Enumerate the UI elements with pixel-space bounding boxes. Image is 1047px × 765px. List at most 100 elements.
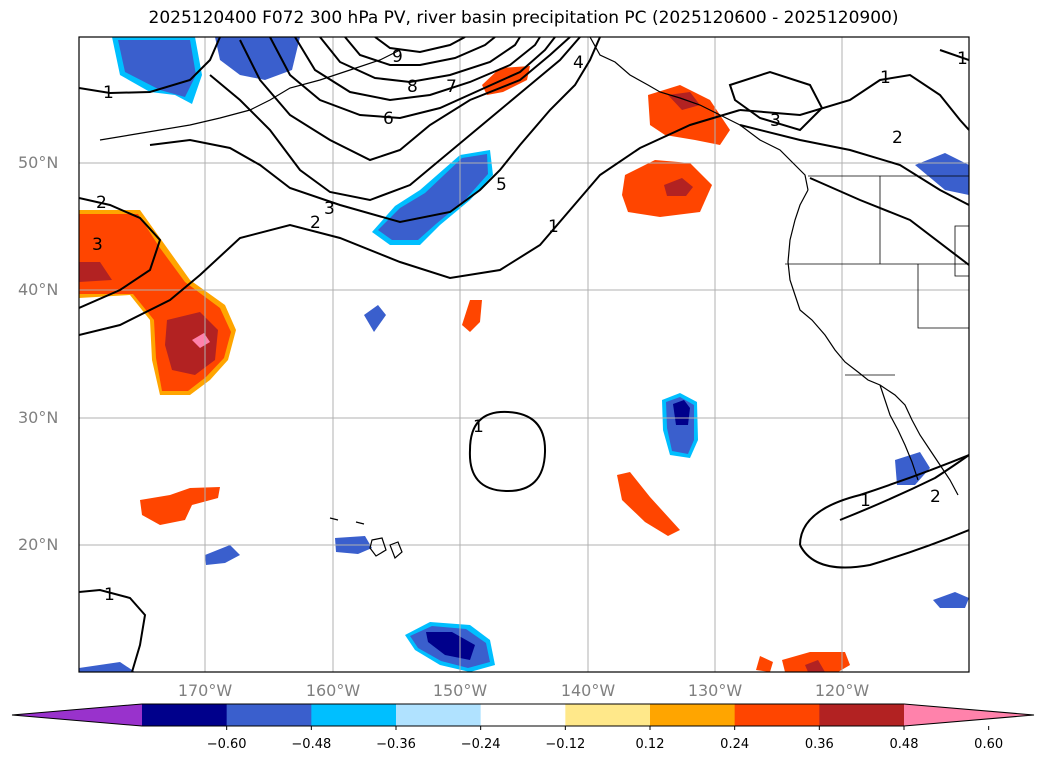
pos-patch-southwest (140, 487, 220, 525)
contour-label: 3 (770, 111, 781, 131)
contour-label: 1 (548, 217, 559, 237)
political-borders (785, 175, 969, 376)
state-border-5 (954, 225, 969, 277)
pv-contour-1-east (739, 73, 969, 131)
pv-contour-5 (269, 37, 556, 120)
colorbar-segments (11, 703, 1035, 730)
pv-contour-7 (319, 37, 521, 84)
colorbar-tick-label: 0.36 (804, 737, 834, 752)
pv-contour-2-southeast (839, 454, 969, 521)
coastlines (99, 37, 959, 560)
colorbar-tick-label: 0.24 (720, 737, 750, 752)
colorbar-segment (480, 704, 566, 726)
contour-label: 1 (103, 83, 114, 103)
contour-label: 2 (96, 193, 107, 213)
contour-label: 8 (407, 77, 418, 97)
neg-patch-central-dark (673, 400, 690, 425)
pv-contour-2-west (79, 197, 162, 309)
pv-contour-3-main (209, 37, 581, 202)
pos-patch-ne-pacific-dark (664, 178, 693, 196)
pv-contour-9 (374, 37, 466, 54)
colorbar-segment (396, 704, 482, 726)
lat-label: 30°N (18, 408, 59, 427)
lon-label: 150°W (432, 681, 488, 700)
neg-patch-gulf-core (118, 40, 196, 97)
contour-label: 6 (383, 109, 394, 129)
pv-contour-1-southwest (79, 588, 147, 672)
pos-patch-small (462, 300, 482, 332)
lon-label: 130°W (687, 681, 743, 700)
pv-contour-3-east (728, 70, 824, 132)
contour-label: 7 (446, 77, 457, 97)
colorbar-segment (311, 704, 397, 726)
colorbar-tick-label: 0.48 (889, 737, 919, 752)
contour-label: 1 (957, 49, 968, 69)
baja-peninsula (879, 384, 919, 481)
colorbar-tick-label: 0.60 (974, 737, 1004, 752)
pos-patch-south-east (756, 656, 773, 672)
bc-coast (787, 189, 959, 496)
neg-patch-se (933, 592, 969, 608)
pv-contour-1-circle (468, 410, 547, 493)
lon-label: 160°W (305, 681, 361, 700)
contour-label: 5 (496, 175, 507, 195)
neg-patch-bering (215, 37, 300, 80)
neg-patch-sw (205, 545, 240, 565)
colorbar-segment (650, 704, 736, 726)
neg-patch-south-dark (426, 632, 475, 660)
pv-contour-1-west (79, 109, 741, 336)
alaska-coast (589, 37, 809, 191)
map-plot: 1 1 1 1 1 1 1 2 2 2 2 3 3 3 4 5 6 7 8 9 (78, 36, 970, 673)
pv-contours (79, 37, 969, 672)
colorbar-segment (819, 704, 905, 726)
neg-patch-baja (895, 452, 930, 485)
positive-anomaly-patches (79, 66, 850, 672)
contour-label: 2 (310, 213, 321, 233)
lat-label: 40°N (18, 280, 59, 299)
colorbar-tick-label: 0.12 (635, 737, 665, 752)
contour-label: 3 (92, 235, 103, 255)
colorbar-tick-label: −0.24 (460, 737, 501, 752)
colorbar-segment (734, 704, 820, 726)
pv-contour-1-ne (939, 49, 969, 61)
map-frame (78, 36, 970, 673)
contour-label: 4 (573, 53, 584, 73)
contour-label: 1 (860, 491, 871, 511)
contour-label: 3 (324, 199, 335, 219)
pos-patch-west-edge-dark (79, 262, 112, 282)
contour-value-labels: 1 1 1 1 1 1 1 2 2 2 2 3 3 3 4 5 6 7 8 9 (92, 47, 968, 605)
pv-contour-6 (294, 37, 541, 102)
colorbar-outline (11, 703, 1035, 727)
colorbar-segment (226, 704, 312, 726)
lon-label: 120°W (814, 681, 870, 700)
pv-contour-8 (344, 37, 496, 66)
map-title: 2025120400 F072 300 hPa PV, river basin … (148, 8, 899, 28)
contour-label: 2 (930, 487, 941, 507)
colorbar-tick-label: −0.36 (376, 737, 416, 752)
colorbar-segment (142, 704, 228, 726)
colorbar-tick-label: −0.60 (206, 737, 247, 752)
contour-label: 1 (473, 417, 484, 437)
colorbar-extend-high (904, 704, 1034, 726)
pv-contour-1-north (79, 37, 221, 95)
state-border-3 (917, 264, 969, 329)
pv-contour-4 (239, 37, 571, 162)
pv-contour-1-east-2 (809, 177, 969, 266)
lon-label: 140°W (560, 681, 616, 700)
contour-label: 1 (104, 585, 115, 605)
pv-contour-2-main (149, 37, 601, 224)
lat-label: 20°N (18, 535, 59, 554)
colorbar-tick-label: −0.12 (545, 737, 586, 752)
pv-contour-1-southeast-lower (799, 529, 969, 569)
colorbar-segment (565, 704, 651, 726)
colorbar-extend-low (12, 704, 142, 726)
pos-patch-alaska (648, 85, 730, 145)
contour-label: 9 (392, 47, 403, 67)
lat-label: 50°N (18, 153, 59, 172)
pos-patch-central-south (617, 472, 680, 536)
neg-patch-bottom-left (79, 662, 135, 672)
pv-contour-1-southeast (799, 454, 969, 546)
pv-contour-2-east (739, 124, 969, 206)
colorbar-tick-label: −0.48 (291, 737, 332, 752)
neg-patch-small-1 (364, 305, 386, 332)
